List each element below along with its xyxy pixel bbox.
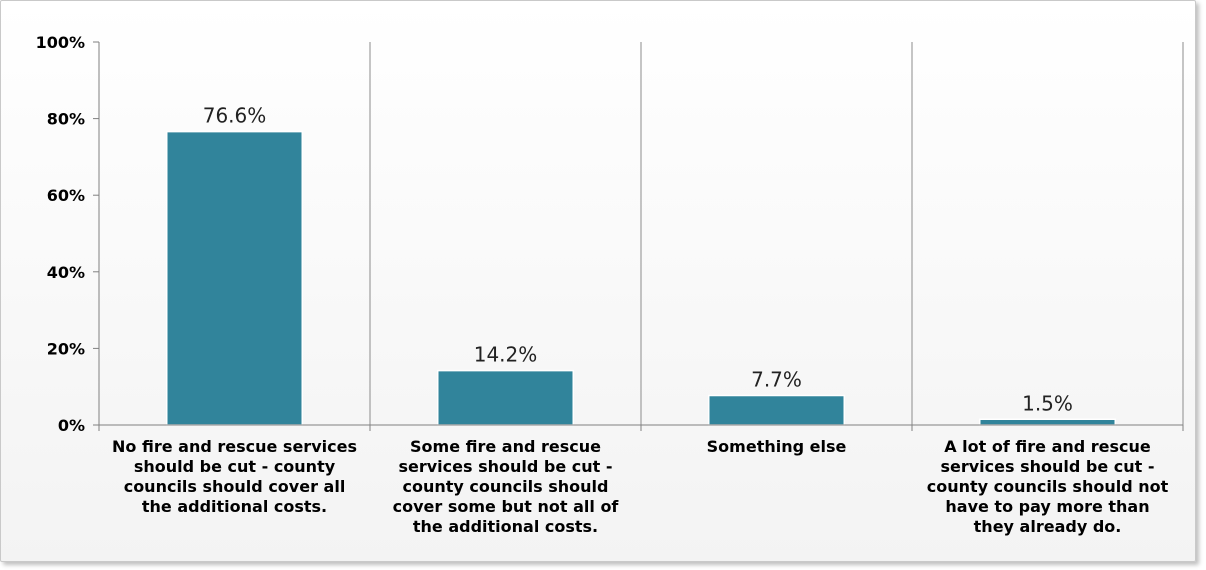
bar-chart: 0% 20% 40% 60% 80% 100% 76.6% No fire and rescu… xyxy=(36,33,1184,536)
bar xyxy=(437,369,574,426)
y-tick-label: 80% xyxy=(47,110,85,129)
bar xyxy=(708,394,845,426)
category-label: No fire and rescue services should be cut… xyxy=(112,437,357,516)
category-label: Some fire and rescue services should be c… xyxy=(393,437,620,536)
data-label: 14.2% xyxy=(474,343,538,367)
data-label: 1.5% xyxy=(1022,391,1073,415)
axes xyxy=(93,41,1184,431)
y-tick-label: 60% xyxy=(47,186,85,205)
bar xyxy=(979,418,1116,426)
y-tick-label: 40% xyxy=(47,263,85,282)
grid-lines xyxy=(369,42,1184,430)
y-tick-label: 20% xyxy=(47,339,85,358)
category-label: Something else xyxy=(707,437,847,456)
y-tick-label: 100% xyxy=(36,33,85,52)
labels: 0% 20% 40% 60% 80% 100% 76.6% No fire and rescu… xyxy=(36,33,1169,536)
category-label: A lot of fire and rescue services should … xyxy=(927,437,1169,536)
bar xyxy=(166,130,303,426)
chart-frame: 0% 20% 40% 60% 80% 100% 76.6% No fire and rescu… xyxy=(0,0,1196,562)
data-label: 7.7% xyxy=(751,368,802,392)
data-label: 76.6% xyxy=(203,104,267,128)
y-tick-label: 0% xyxy=(58,416,85,435)
